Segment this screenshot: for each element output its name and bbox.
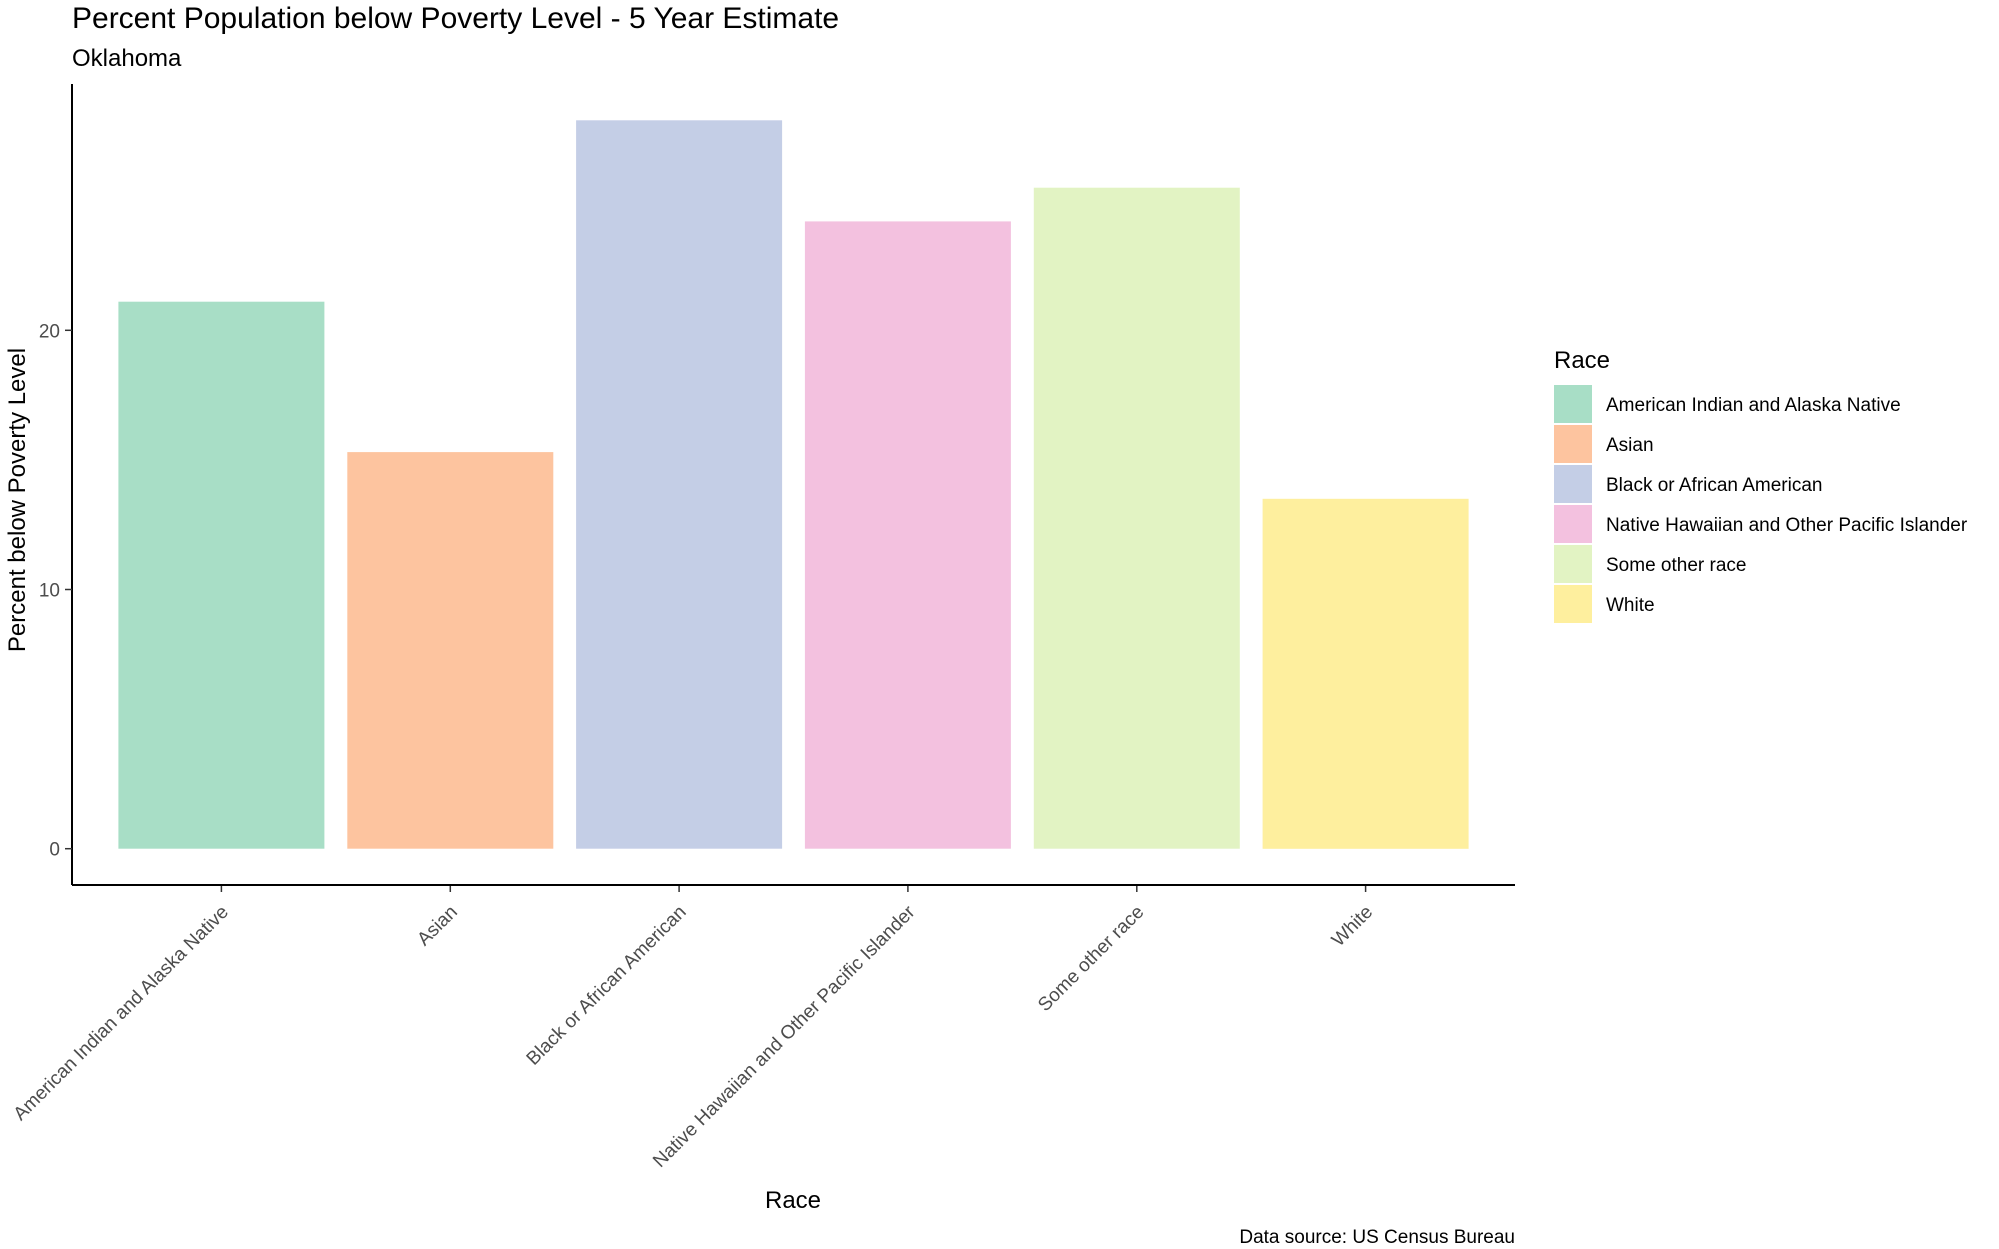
legend-swatch bbox=[1554, 585, 1592, 623]
bar-1 bbox=[118, 301, 325, 849]
legend-label: Black or African American bbox=[1606, 475, 1822, 496]
legend: Race American Indian and Alaska Native As… bbox=[1554, 347, 1968, 623]
y-tick-label: 0 bbox=[49, 840, 60, 861]
legend-swatch bbox=[1554, 505, 1592, 543]
x-axis-title: Race bbox=[765, 1187, 821, 1214]
legend-swatch bbox=[1554, 425, 1592, 463]
bar-5 bbox=[1033, 187, 1240, 849]
y-axis-title: Percent below Poverty Level bbox=[4, 348, 31, 652]
bar-6 bbox=[1262, 498, 1469, 849]
legend-swatch bbox=[1554, 545, 1592, 583]
legend-label: American Indian and Alaska Native bbox=[1606, 395, 1901, 416]
legend-label: Asian bbox=[1606, 435, 1654, 456]
legend-title: Race bbox=[1554, 347, 1610, 374]
bar-3 bbox=[576, 120, 783, 849]
legend-label: White bbox=[1606, 595, 1655, 616]
bars-layer bbox=[118, 120, 1469, 849]
chart-subtitle: Oklahoma bbox=[72, 45, 182, 72]
bar-2 bbox=[347, 452, 554, 849]
legend-swatch bbox=[1554, 465, 1592, 503]
y-tick-label: 20 bbox=[39, 321, 60, 342]
y-tick-label: 10 bbox=[39, 581, 60, 602]
legend-swatch bbox=[1554, 385, 1592, 423]
chart-title: Percent Population below Poverty Level -… bbox=[72, 2, 839, 35]
bar-4 bbox=[804, 221, 1011, 849]
legend-label: Some other race bbox=[1606, 555, 1746, 576]
y-axis: 0 10 20 bbox=[39, 84, 73, 885]
legend-label: Native Hawaiian and Other Pacific Island… bbox=[1606, 515, 1968, 536]
caption: Data source: US Census Bureau bbox=[1239, 1227, 1515, 1248]
